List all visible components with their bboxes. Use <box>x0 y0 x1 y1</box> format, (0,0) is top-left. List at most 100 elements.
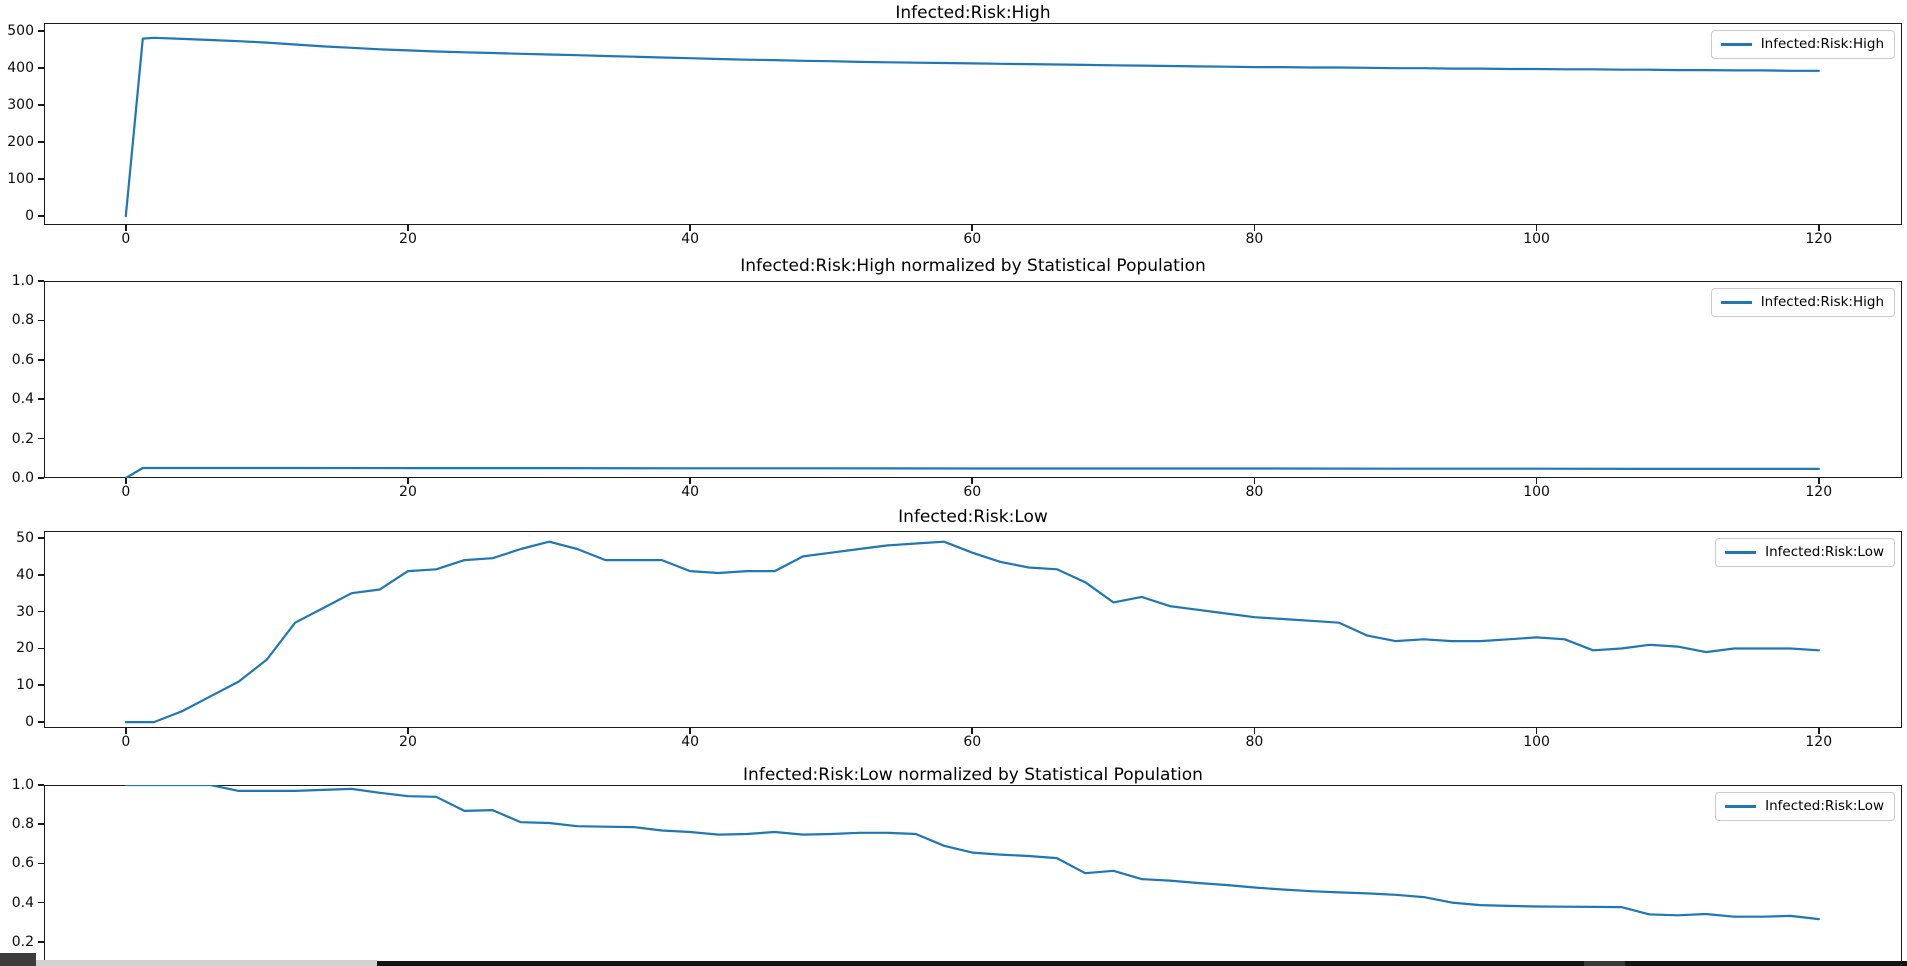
legend: Infected:Risk:High <box>1710 288 1895 317</box>
x-tick-label: 100 <box>1523 484 1550 500</box>
y-tick-mark <box>38 647 44 650</box>
y-tick-label: 200 <box>7 133 34 150</box>
x-tick-mark <box>1253 478 1256 484</box>
y-tick-mark <box>38 537 44 539</box>
x-tick-mark <box>971 728 974 734</box>
legend: Infected:Risk:High <box>1710 30 1895 59</box>
x-tick-label: 0 <box>121 484 131 500</box>
x-tick-label: 20 <box>399 734 417 750</box>
y-tick-mark <box>38 574 44 576</box>
x-tick-label: 120 <box>1805 484 1833 500</box>
x-tick-mark <box>1817 478 1820 484</box>
x-tick-mark <box>1535 225 1538 231</box>
x-tick-mark <box>407 728 409 734</box>
x-tick-label: 80 <box>1245 734 1264 750</box>
y-tick-mark <box>38 477 44 479</box>
legend-line-swatch <box>1725 551 1757 554</box>
y-tick-label: 1.0 <box>11 273 34 289</box>
x-tick-label: 80 <box>1245 231 1264 247</box>
y-tick-label: 0.2 <box>11 933 34 950</box>
y-tick-mark <box>38 178 44 180</box>
x-tick-mark <box>125 478 127 484</box>
x-tick-mark <box>1817 728 1820 734</box>
taskbar-segment[interactable] <box>377 961 1907 966</box>
x-tick-label: 100 <box>1523 734 1550 750</box>
taskbar-segment[interactable] <box>36 960 377 966</box>
x-tick-mark <box>125 728 127 734</box>
y-tick-label: 20 <box>16 640 34 657</box>
x-tick-mark <box>971 478 974 484</box>
legend-label: Infected:Risk:Low <box>1765 544 1884 560</box>
x-tick-mark <box>125 225 127 231</box>
x-tick-label: 40 <box>681 734 700 750</box>
axes-box <box>44 785 1902 966</box>
x-tick-label: 60 <box>963 734 982 750</box>
axes-box <box>44 23 1902 225</box>
x-tick-label: 40 <box>681 231 700 247</box>
x-tick-label: 0 <box>121 734 131 750</box>
taskbar-segment[interactable] <box>1584 961 1625 966</box>
series-line <box>124 36 1820 218</box>
x-tick-mark <box>407 478 409 484</box>
y-tick-mark <box>38 359 44 361</box>
y-tick-mark <box>38 941 44 943</box>
y-tick-label: 30 <box>16 603 34 620</box>
plot-title: Infected:Risk:High normalized by Statist… <box>740 256 1206 276</box>
y-tick-label: 100 <box>7 171 34 188</box>
x-tick-label: 120 <box>1805 734 1833 750</box>
x-tick-mark <box>1253 225 1256 231</box>
axes-box <box>44 531 1902 728</box>
x-tick-mark <box>1253 728 1256 734</box>
legend-label: Infected:Risk:Low <box>1765 798 1884 814</box>
legend: Infected:Risk:Low <box>1715 792 1895 821</box>
y-tick-label: 0.6 <box>11 855 34 872</box>
x-tick-mark <box>689 728 691 734</box>
y-tick-mark <box>38 67 44 69</box>
x-tick-label: 60 <box>963 231 982 247</box>
x-tick-mark <box>971 225 974 231</box>
legend-line-swatch <box>1725 805 1757 808</box>
plot-title: Infected:Risk:Low normalized by Statisti… <box>743 765 1203 785</box>
y-tick-mark <box>38 280 44 282</box>
y-tick-mark <box>38 437 44 440</box>
x-tick-mark <box>1817 225 1820 231</box>
y-tick-mark <box>38 862 44 865</box>
legend-label: Infected:Risk:High <box>1760 36 1884 52</box>
x-tick-label: 20 <box>399 484 417 500</box>
y-tick-mark <box>38 901 44 904</box>
y-tick-label: 0.6 <box>11 351 34 368</box>
taskbar-segment[interactable] <box>0 953 36 966</box>
y-tick-mark <box>38 141 44 143</box>
x-tick-mark <box>689 478 691 484</box>
y-tick-label: 500 <box>7 22 34 39</box>
y-tick-label: 0.0 <box>11 470 34 486</box>
x-tick-mark <box>1535 478 1538 484</box>
y-tick-label: 10 <box>16 677 34 694</box>
y-tick-label: 50 <box>16 529 34 546</box>
series-line <box>124 540 1820 724</box>
y-tick-mark <box>38 721 44 723</box>
legend: Infected:Risk:Low <box>1715 538 1895 567</box>
y-tick-mark <box>38 215 44 217</box>
legend-line-swatch <box>1720 43 1752 46</box>
y-tick-label: 0.4 <box>11 894 34 911</box>
legend-label: Infected:Risk:High <box>1760 294 1884 310</box>
y-tick-label: 0 <box>25 714 34 731</box>
x-tick-mark <box>407 225 409 231</box>
y-tick-mark <box>38 398 44 400</box>
x-tick-label: 60 <box>963 484 982 500</box>
axes-box <box>44 281 1902 478</box>
y-tick-mark <box>38 784 44 786</box>
y-tick-label: 0 <box>25 208 34 225</box>
y-tick-label: 0.8 <box>11 816 34 833</box>
y-tick-label: 0.4 <box>11 391 34 408</box>
x-tick-mark <box>1535 728 1538 734</box>
x-tick-label: 20 <box>399 231 417 247</box>
y-tick-label: 300 <box>7 96 34 113</box>
x-tick-label: 40 <box>681 484 700 500</box>
legend-line-swatch <box>1720 301 1752 304</box>
y-tick-mark <box>38 29 44 32</box>
x-tick-label: 120 <box>1805 231 1833 247</box>
plot-title: Infected:Risk:High <box>895 3 1051 23</box>
